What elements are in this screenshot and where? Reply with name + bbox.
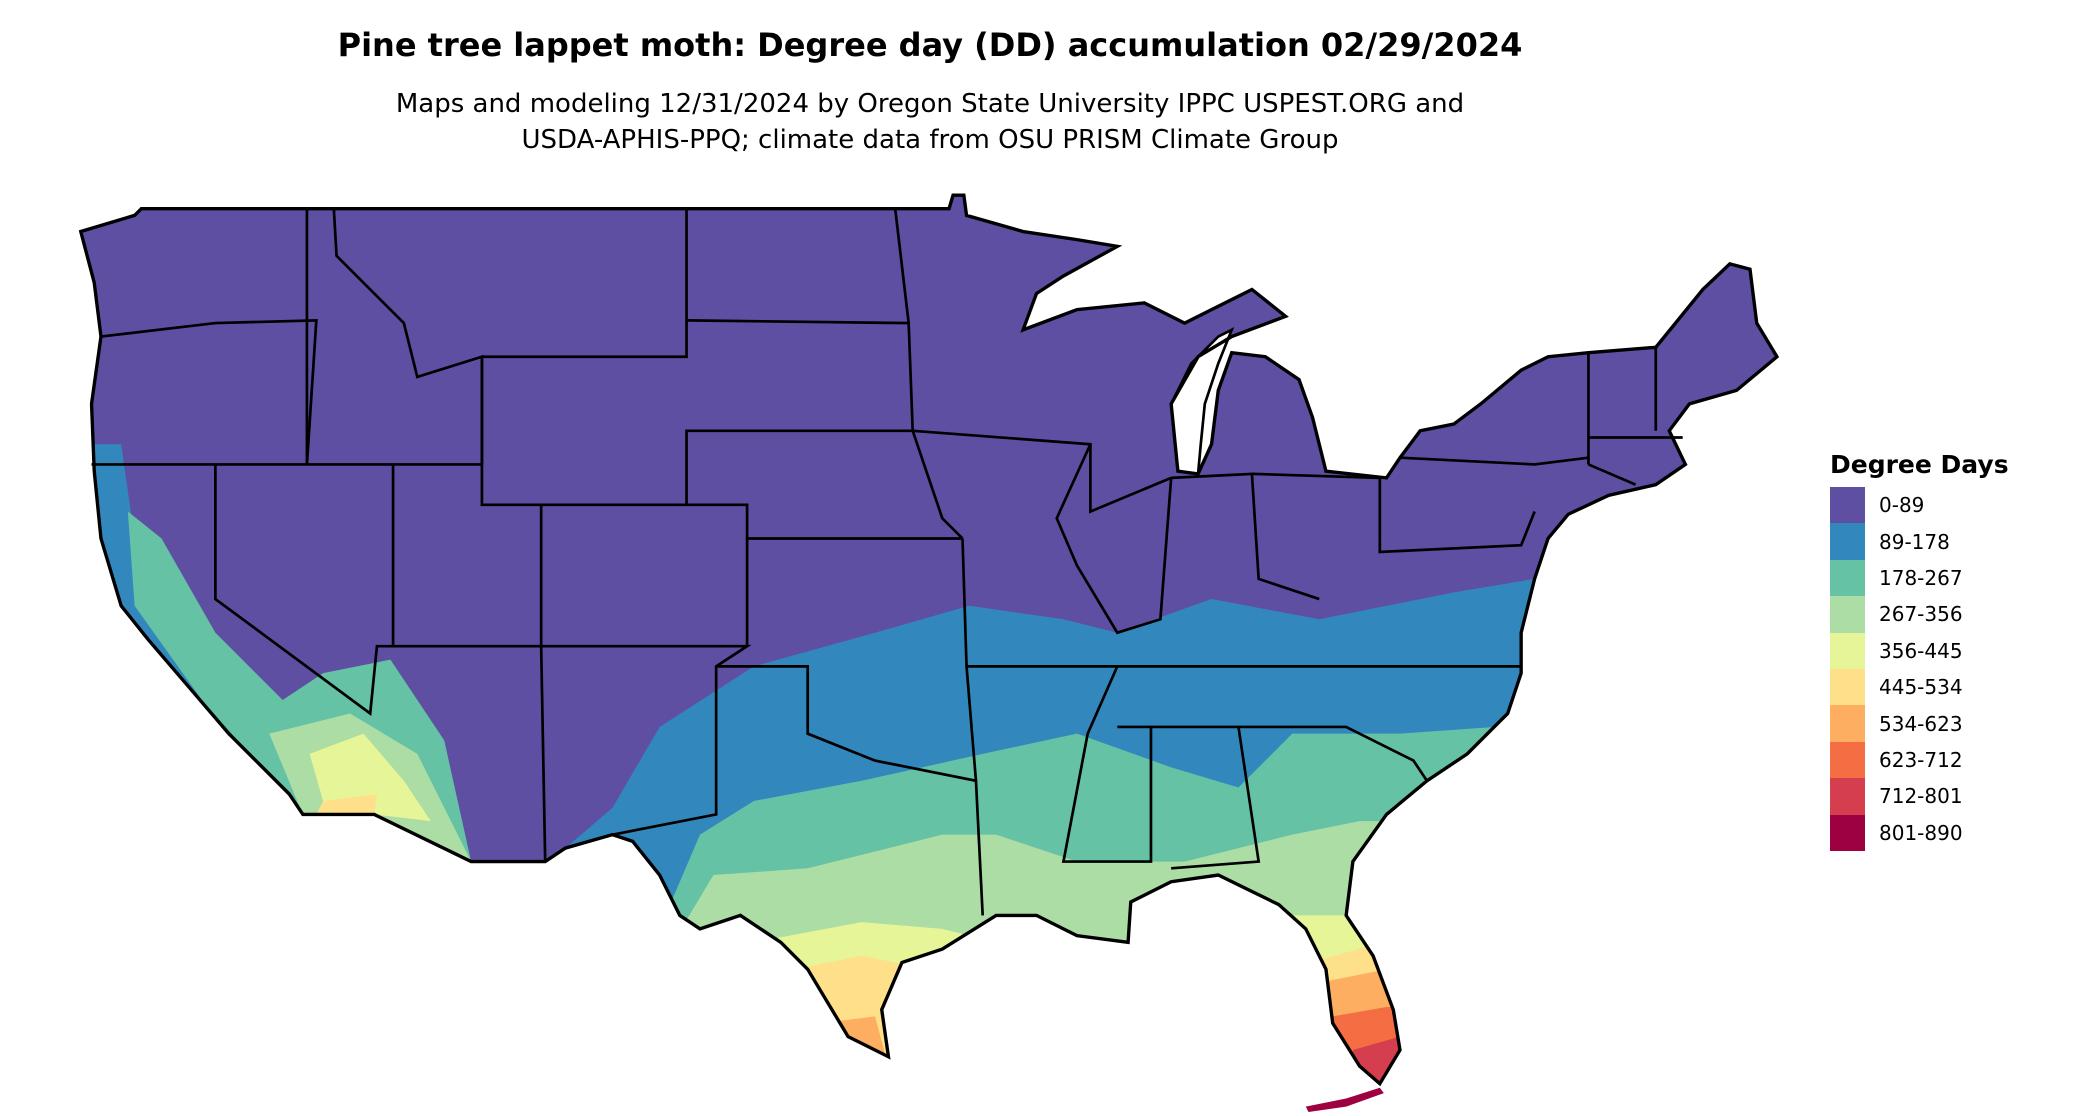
legend-item: 623-712 <box>1830 741 2009 779</box>
legend-label: 712-801 <box>1879 784 1963 809</box>
legend-swatch <box>1830 596 1865 633</box>
subtitle-line-1: Maps and modeling 12/31/2024 by Oregon S… <box>395 89 1465 119</box>
florida-keys <box>1305 1087 1384 1112</box>
legend-swatch <box>1830 778 1865 815</box>
legend-swatch <box>1830 741 1865 779</box>
legend-label: 356-445 <box>1879 638 1963 663</box>
legend-item: 801-890 <box>1830 814 2009 851</box>
legend-item: 0-89 <box>1830 487 2009 524</box>
legend-label: 445-534 <box>1879 675 1963 700</box>
legend-swatch <box>1830 705 1865 742</box>
zone-445-534 <box>316 794 1616 1084</box>
legend: Degree Days 0-89 89-178 178-267 267-356 356-… <box>1830 450 2009 851</box>
legend-label: 0-89 <box>1879 493 1925 518</box>
legend-item: 267-356 <box>1830 596 2009 633</box>
legend-swatch <box>1830 487 1865 524</box>
legend-item: 89-178 <box>1830 523 2009 560</box>
legend-item: 712-801 <box>1830 778 2009 815</box>
legend-item: 178-267 <box>1830 559 2009 597</box>
zone-712-801 <box>1352 1036 1616 1084</box>
map-subtitle: Maps and modeling 12/31/2024 by Oregon S… <box>0 86 1860 158</box>
legend-label: 534-623 <box>1879 711 1963 736</box>
legend-label: 89-178 <box>1879 529 1950 554</box>
legend-label: 178-267 <box>1879 565 1963 590</box>
legend-swatch <box>1830 632 1865 669</box>
legend-label: 623-712 <box>1879 747 1963 772</box>
legend-swatch <box>1830 523 1865 560</box>
legend-title: Degree Days <box>1830 450 2009 479</box>
legend-swatch <box>1830 559 1865 597</box>
state-boundaries <box>91 208 1683 916</box>
legend-item: 445-534 <box>1830 668 2009 706</box>
legend-label: 801-890 <box>1879 820 1963 845</box>
legend-item: 356-445 <box>1830 632 2009 669</box>
legend-label: 267-356 <box>1879 602 1963 627</box>
legend-item: 534-623 <box>1830 705 2009 742</box>
legend-swatch <box>1830 668 1865 706</box>
zone-534-623 <box>807 969 1616 1084</box>
map-title: Pine tree lappet moth: Degree day (DD) a… <box>337 26 1523 64</box>
legend-swatch <box>1830 814 1865 851</box>
subtitle-line-2: USDA-APHIS-PPQ; climate data from OSU PR… <box>521 125 1339 155</box>
